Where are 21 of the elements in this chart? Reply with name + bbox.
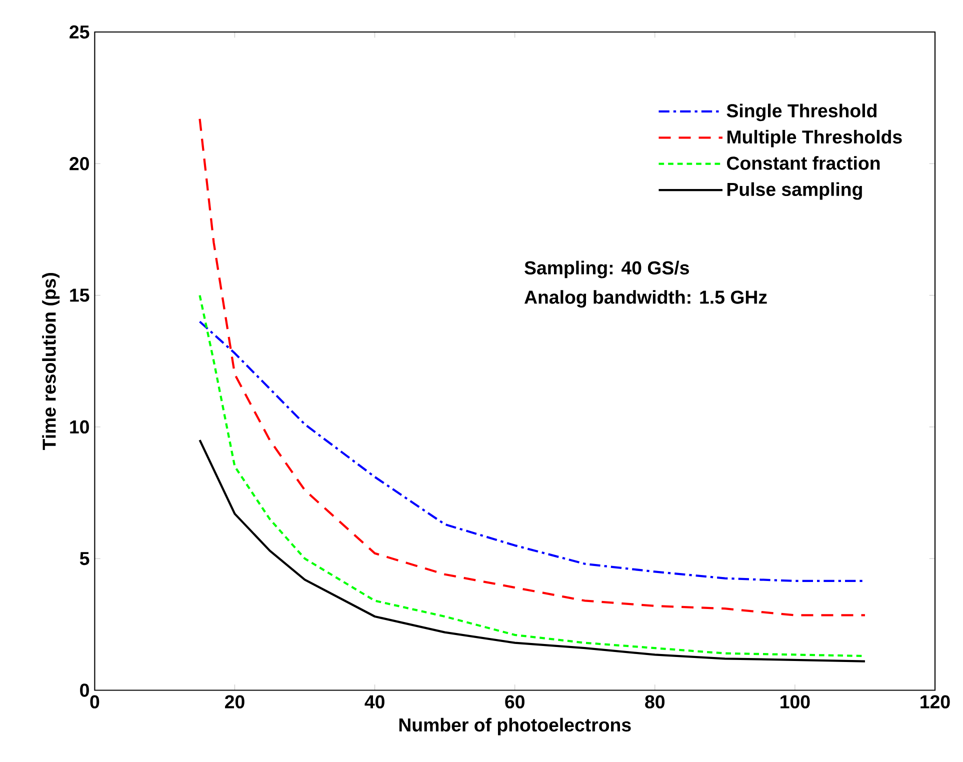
y-tick-label: 15 [70,288,90,302]
legend-label: Pulse sampling [727,182,862,200]
y-tick-label: 20 [70,156,89,170]
legend-label: Single Threshold [726,104,876,122]
annotation: Analog bandwidth: 1.5 GHz [524,290,767,308]
y-tick-label: 0 [80,683,89,697]
x-axis-title: Number of photoelectrons [399,718,631,736]
x-tick-label: 120 [920,695,950,708]
y-tick-label: 25 [70,25,90,38]
x-tick-label: 20 [225,695,244,708]
x-tick-label: 80 [645,695,665,708]
annotation: Sampling: 40 GS/s [524,260,689,278]
x-tick-label: 100 [780,695,810,708]
legend-label: Multiple Thresholds [727,130,902,148]
legend-label: Constant fraction [726,156,880,170]
y-tick-label: 5 [80,552,90,565]
x-tick-label: 40 [364,695,384,708]
x-tick-label: 0 [90,695,100,708]
y-axis-title: Time resolution (ps) [42,272,60,450]
y-tick-label: 10 [70,420,89,434]
x-tick-label: 60 [505,695,524,708]
